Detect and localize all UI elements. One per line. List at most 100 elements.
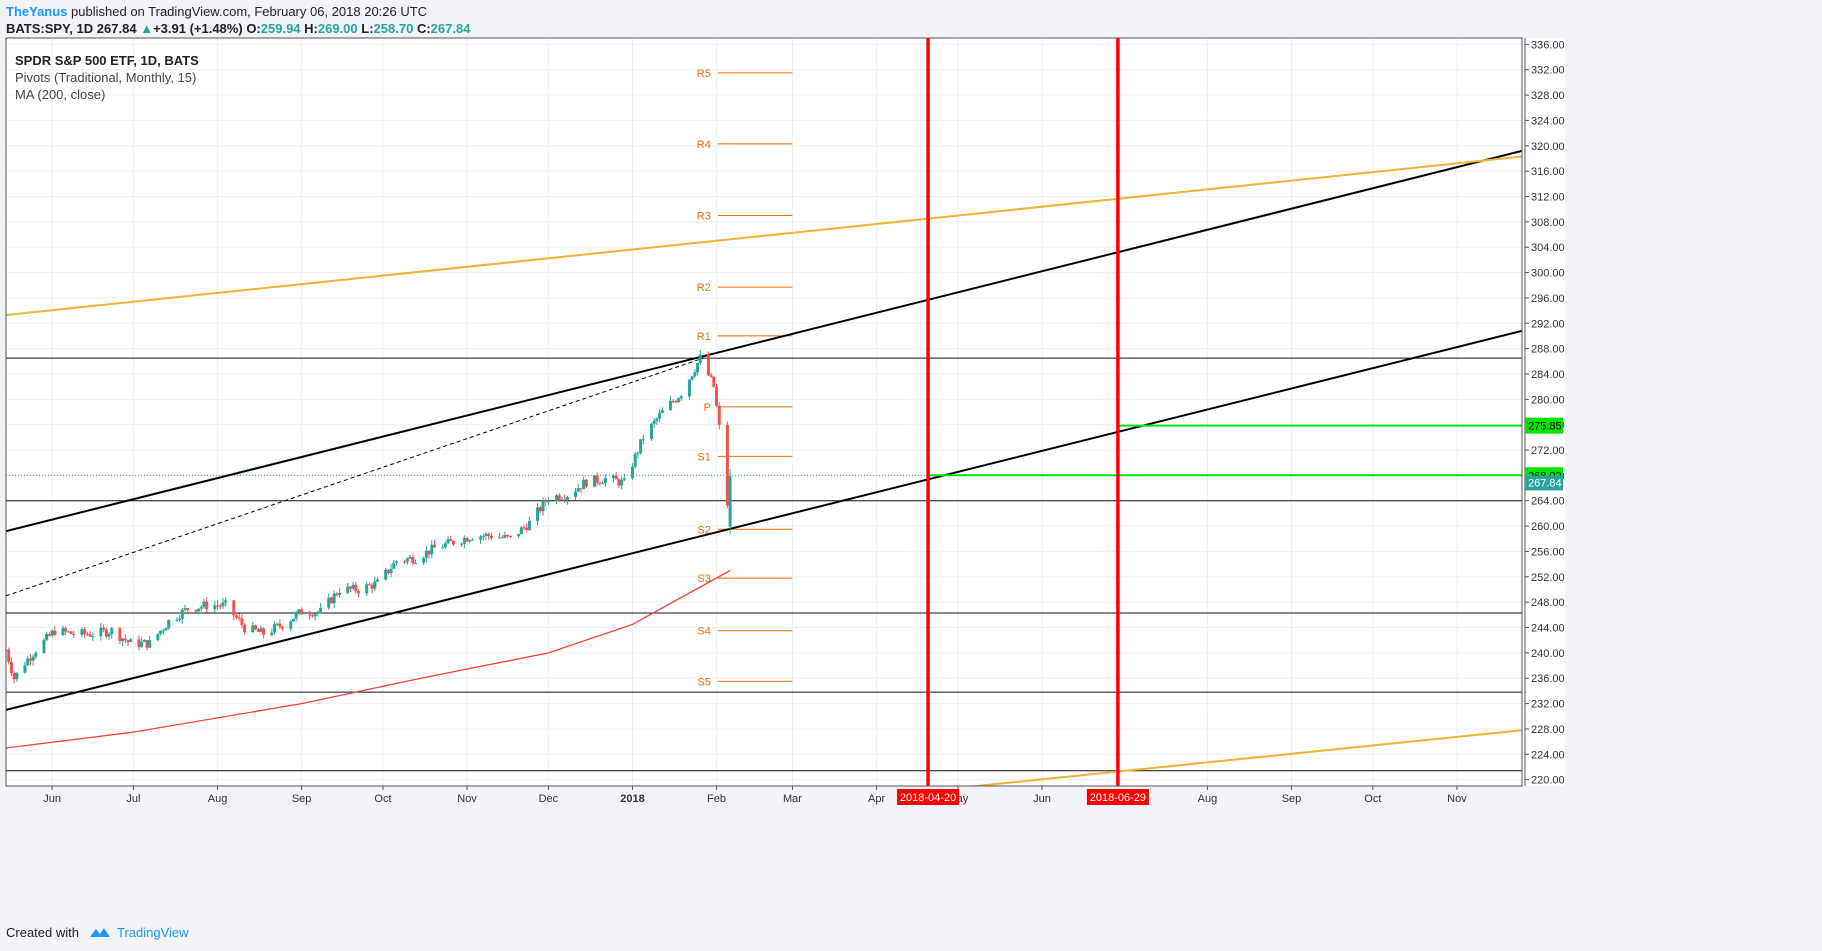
close-label: C: bbox=[416, 21, 431, 36]
candle-down bbox=[240, 618, 244, 625]
candle-up bbox=[392, 562, 396, 569]
candle-up bbox=[636, 452, 640, 454]
candle-up bbox=[161, 630, 165, 632]
candle-down bbox=[237, 617, 241, 619]
candle-up bbox=[611, 475, 615, 478]
y-tick-label: 252.00 bbox=[1531, 572, 1565, 584]
candle-up bbox=[294, 612, 298, 619]
legend-ma[interactable]: MA (200, close) bbox=[15, 87, 106, 102]
y-tick-label: 272.00 bbox=[1531, 445, 1565, 457]
x-tick-label: Nov bbox=[457, 793, 477, 805]
marker-date-badge bbox=[897, 789, 960, 805]
x-tick-label: Nov bbox=[1447, 793, 1467, 805]
x-tick-label: Sep bbox=[1282, 793, 1302, 805]
candle-up bbox=[470, 539, 474, 541]
candle-down bbox=[102, 627, 106, 630]
candle-up bbox=[593, 475, 597, 487]
candle-down bbox=[579, 488, 583, 490]
candle-down bbox=[725, 424, 729, 506]
marker-date-badge bbox=[1086, 789, 1149, 805]
candle-down bbox=[118, 628, 122, 642]
candle-up bbox=[142, 640, 146, 642]
candle-up bbox=[45, 633, 49, 640]
candle-up bbox=[110, 628, 114, 635]
candle-down bbox=[557, 495, 561, 500]
candle-up bbox=[327, 597, 331, 608]
candle-down bbox=[145, 640, 149, 648]
candle-up bbox=[546, 500, 550, 503]
candle-up bbox=[655, 418, 659, 421]
candle-up bbox=[565, 496, 569, 500]
candle-up bbox=[99, 627, 103, 637]
candle-up bbox=[31, 656, 35, 661]
candle-up bbox=[346, 586, 350, 593]
candle-up bbox=[698, 354, 702, 363]
y-tick-label: 320.00 bbox=[1531, 141, 1565, 153]
candle-down bbox=[489, 535, 493, 539]
candle-up bbox=[603, 477, 607, 484]
y-tick-label: 332.00 bbox=[1531, 65, 1565, 77]
y-tick-label: 244.00 bbox=[1531, 623, 1565, 635]
tradingview-link[interactable]: TradingView bbox=[117, 925, 189, 940]
candle-down bbox=[218, 605, 222, 607]
candle-up bbox=[696, 362, 700, 373]
candle-up bbox=[441, 547, 445, 549]
candle-down bbox=[525, 527, 529, 531]
pivot-label-r2: R2 bbox=[697, 282, 711, 294]
candle-up bbox=[498, 537, 502, 539]
legend-pivots[interactable]: Pivots (Traditional, Monthly, 15) bbox=[15, 70, 197, 85]
candle-up bbox=[140, 641, 144, 647]
y-tick-label: 220.00 bbox=[1531, 775, 1565, 787]
candle-up bbox=[148, 640, 152, 648]
candle-up bbox=[422, 557, 426, 563]
candle-up bbox=[468, 540, 472, 542]
candle-up bbox=[178, 618, 182, 620]
candle-up bbox=[620, 479, 624, 486]
candle-down bbox=[598, 482, 602, 484]
candle-up bbox=[639, 439, 643, 453]
trend-line-gold-upper bbox=[6, 155, 1522, 317]
pivot-label-r5: R5 bbox=[697, 68, 711, 80]
author-link[interactable]: TheYanus bbox=[6, 4, 68, 19]
marker-date-label: 2018-06-29 bbox=[1090, 792, 1146, 804]
candle-down bbox=[28, 658, 32, 661]
candle-up bbox=[582, 479, 586, 490]
pivot-label-r1: R1 bbox=[697, 331, 711, 343]
candle-up bbox=[107, 634, 111, 637]
current-price-badge bbox=[1525, 475, 1563, 491]
candle-up bbox=[693, 372, 697, 377]
candle-up bbox=[156, 633, 160, 641]
trend-line-dashed bbox=[6, 357, 704, 597]
candle-up bbox=[50, 630, 54, 636]
candle-down bbox=[216, 605, 220, 607]
candle-up bbox=[687, 379, 691, 397]
candle-down bbox=[595, 475, 599, 483]
candle-down bbox=[617, 479, 621, 486]
candle-down bbox=[563, 499, 567, 501]
trend-line-channel-upper bbox=[6, 149, 1522, 533]
x-tick-label: Feb bbox=[707, 793, 726, 805]
candle-up bbox=[668, 400, 672, 411]
candle-down bbox=[538, 507, 542, 512]
candle-up bbox=[197, 608, 201, 612]
candle-up bbox=[633, 453, 637, 467]
candle-up bbox=[652, 420, 656, 424]
candle-up bbox=[536, 507, 540, 521]
header-published: TheYanus published on TradingView.com, F… bbox=[6, 4, 427, 19]
candle-down bbox=[449, 539, 453, 542]
low-label: L: bbox=[361, 21, 374, 36]
x-tick-label: Mar bbox=[783, 793, 802, 805]
candle-up bbox=[479, 536, 483, 540]
candle-up bbox=[15, 672, 19, 680]
candle-down bbox=[262, 628, 266, 635]
candle-down bbox=[411, 557, 415, 564]
footer: Created with TradingView bbox=[6, 925, 189, 940]
x-tick-label: Apr bbox=[868, 793, 885, 805]
open-value: 259.94 bbox=[260, 21, 301, 36]
candle-up bbox=[26, 658, 30, 666]
candle-down bbox=[205, 601, 209, 610]
y-tick-label: 304.00 bbox=[1531, 242, 1565, 254]
y-tick-label: 292.00 bbox=[1531, 318, 1565, 330]
candle-up bbox=[316, 611, 320, 614]
